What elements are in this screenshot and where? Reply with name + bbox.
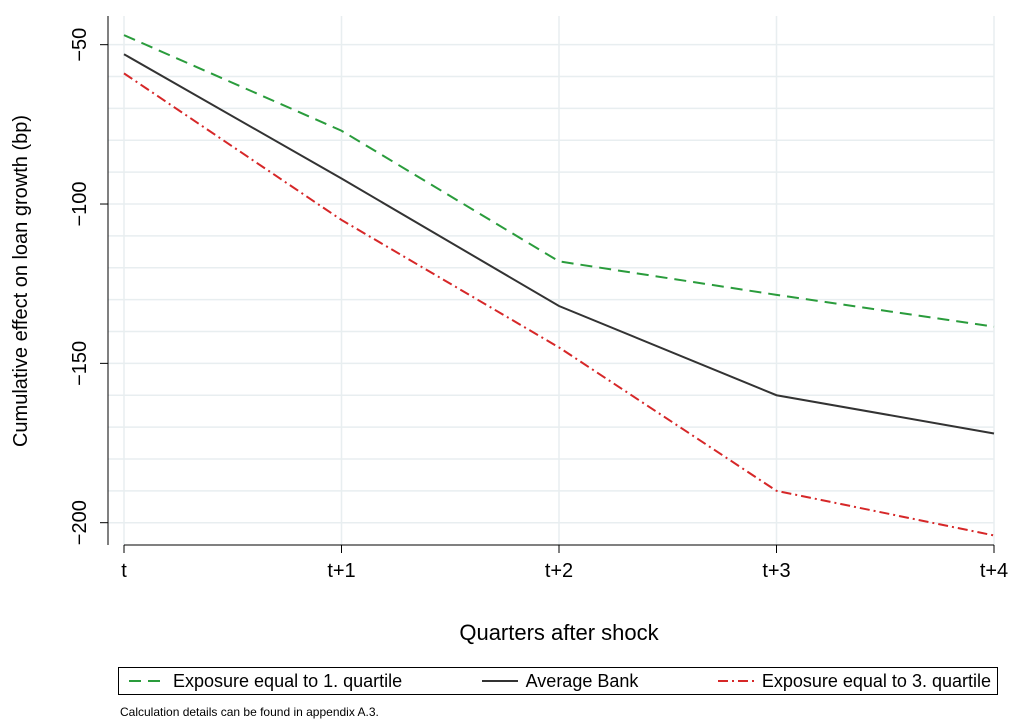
y-tick-label: −50 xyxy=(69,28,91,62)
legend-label-q1: Exposure equal to 1. quartile xyxy=(173,670,403,691)
legend-swatch-q3 xyxy=(717,680,754,682)
x-tick-label: t+1 xyxy=(327,560,355,582)
axes xyxy=(107,16,994,546)
grid xyxy=(108,16,995,545)
legend-item-q1: Exposure equal to 1. quartile xyxy=(129,671,402,692)
legend-item-q3: Exposure equal to 3. quartile xyxy=(717,670,991,692)
x-tick-label: t+4 xyxy=(980,560,1008,582)
line-chart: −50 −100 −150 −200 t t+1 t+2 t+3 t+4 Quarters af… xyxy=(10,16,1008,645)
y-tick-label: −100 xyxy=(69,181,91,226)
legend-label-average: Average Bank xyxy=(525,670,639,691)
x-tick-label: t+2 xyxy=(545,560,573,582)
x-tick-label: t xyxy=(121,560,127,582)
series xyxy=(123,34,995,537)
legend-label-q3: Exposure equal to 3. quartile xyxy=(761,670,991,691)
series-line-2 xyxy=(123,72,995,537)
y-tick-label: −200 xyxy=(69,500,91,545)
legend: Exposure equal to 1. quartile Average Ba… xyxy=(118,667,998,695)
y-tick-label: −150 xyxy=(69,341,91,386)
x-tick-label: t+3 xyxy=(762,560,790,582)
series-line-0 xyxy=(123,34,995,328)
legend-swatch-average xyxy=(481,680,518,682)
legend-swatch-q1 xyxy=(129,680,165,682)
ticks: −50 −100 −150 −200 t t+1 t+2 t+3 t+4 xyxy=(69,28,1008,582)
x-axis-label: Quarters after shock xyxy=(459,620,659,645)
legend-item-average: Average Bank xyxy=(481,670,639,692)
footnote: Calculation details can be found in appe… xyxy=(120,705,379,719)
y-axis-label: Cumulative effect on loan growth (bp) xyxy=(10,115,32,447)
series-line-1 xyxy=(123,53,995,435)
